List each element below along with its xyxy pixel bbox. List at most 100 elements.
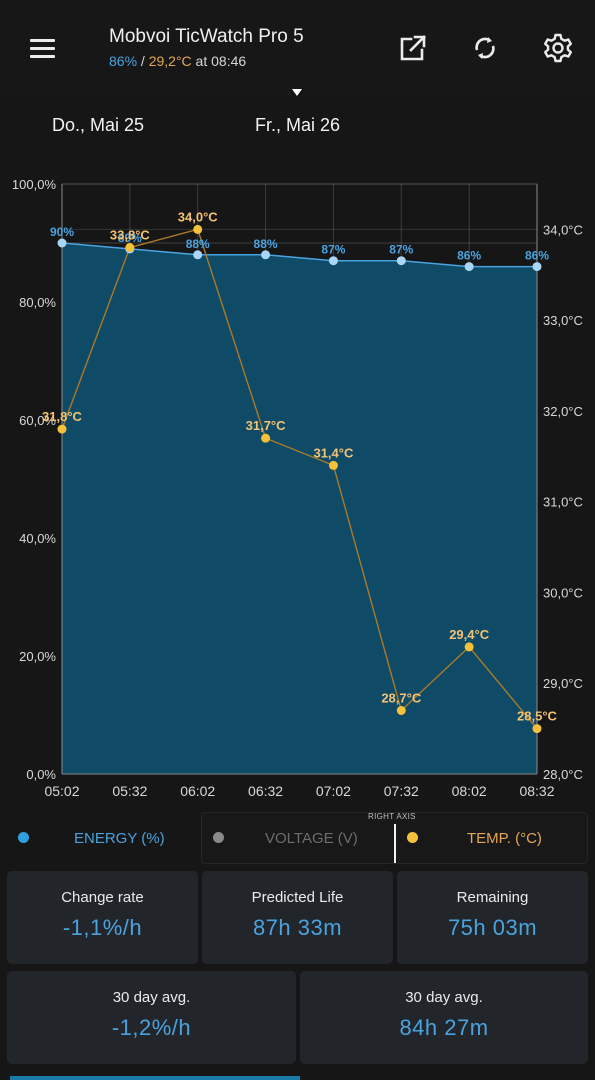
remaining-card: Remaining 75h 03m: [397, 871, 588, 964]
avg-life-card: 30 day avg. 84h 27m: [300, 971, 588, 1064]
temp-data-label: 29,4°C: [449, 627, 490, 642]
change-rate-label: Change rate: [61, 889, 144, 906]
chart-labels: 90% 89% 88% 88% 87% 87% 86% 86% 31,8°C 33,8°C 34,0…: [42, 209, 558, 723]
legend-item-voltage[interactable]: VOLTAGE (V): [201, 810, 394, 864]
temp-point: [464, 642, 474, 652]
left-axis-tick-label: 80,0%: [19, 295, 56, 310]
x-axis-tick-label: 05:02: [44, 783, 79, 799]
left-axis-tick-label: 20,0%: [19, 649, 56, 664]
energy-point: [57, 238, 67, 248]
temp-data-label: 31,4°C: [313, 445, 354, 460]
energy-data-label: 90%: [50, 225, 74, 239]
remaining-label: Remaining: [456, 889, 529, 906]
energy-data-label: 87%: [389, 243, 413, 257]
temp-point: [125, 243, 135, 253]
temp-point: [193, 224, 203, 234]
avg-rate-card: 30 day avg. -1,2%/h: [7, 971, 296, 1064]
temp-point: [57, 424, 67, 434]
chart-lines: [57, 224, 542, 734]
right-axis-tick-label: 30,0°C: [543, 585, 583, 600]
predicted-life-card: Predicted Life 87h 33m: [202, 871, 393, 964]
battery-temperature: 29,2°C: [148, 53, 192, 69]
left-axis-tick-label: 40,0%: [19, 531, 56, 546]
energy-point: [328, 256, 338, 266]
legend-item-energy[interactable]: ENERGY (%): [0, 810, 200, 864]
right-axis-tag: RIGHT AXIS: [368, 812, 416, 821]
voltage-dot-icon: [213, 832, 224, 843]
app-header: Mobvoi TicWatch Pro 5 86% / 29,2°C at 08…: [0, 0, 595, 92]
x-axis-tick-label: 08:32: [519, 783, 554, 799]
energy-point: [532, 262, 542, 272]
avg-rate-label: 30 day avg.: [112, 989, 191, 1006]
avg-life-label: 30 day avg.: [405, 989, 483, 1006]
status-time: at 08:46: [191, 53, 247, 69]
date-label-start: Do., Mai 25: [52, 115, 145, 135]
x-axis-tick-label: 08:02: [452, 783, 487, 799]
menu-icon[interactable]: [22, 28, 62, 68]
temp-point: [261, 433, 271, 443]
temp-line: [61, 228, 538, 730]
chevron-down-icon[interactable]: [292, 89, 302, 96]
predicted-life-value: 87h 33m: [252, 915, 343, 940]
temp-point: [532, 724, 542, 734]
right-axis-tick-label: 28,0°C: [543, 767, 583, 782]
energy-data-label: 88%: [254, 237, 278, 251]
scroll-indicator: [10, 1076, 300, 1080]
x-axis-tick-label: 07:32: [384, 783, 419, 799]
change-rate-value: -1,1%/h: [62, 915, 143, 940]
energy-line: [61, 242, 537, 268]
right-axis-tick-label: 34,0°C: [543, 222, 583, 237]
temp-data-label: 28,5°C: [517, 709, 558, 724]
energy-point: [464, 262, 474, 272]
right-axis-tick-label: 33,0°C: [543, 313, 583, 328]
energy-data-label: 88%: [186, 237, 210, 251]
temp-data-label: 34,0°C: [178, 209, 219, 224]
left-axis-tick-label: 100,0%: [12, 177, 57, 192]
legend-item-temp[interactable]: TEMP. (°C): [397, 810, 587, 864]
energy-data-label: 86%: [457, 249, 481, 263]
energy-area-fill: [62, 243, 537, 774]
battery-history-chart[interactable]: 0,0% 20,0% 40,0% 60,0% 80,0% 100,0% 28,0°C 29,0…: [0, 160, 595, 810]
energy-point: [261, 250, 271, 260]
right-axis-tick-label: 29,0°C: [543, 676, 583, 691]
energy-data-label: 86%: [525, 249, 549, 263]
energy-data-label: 87%: [321, 243, 345, 257]
open-external-icon[interactable]: [395, 30, 431, 66]
date-label-end: Fr., Mai 26: [255, 115, 341, 135]
chart-axes: 0,0% 20,0% 40,0% 60,0% 80,0% 100,0% 28,0°C 29,0…: [12, 177, 583, 799]
temp-data-label: 31,8°C: [42, 409, 83, 424]
status-separator: /: [137, 53, 149, 69]
energy-point: [193, 250, 203, 260]
temp-data-label: 31,7°C: [246, 418, 287, 433]
avg-life-value: 84h 27m: [399, 1015, 489, 1040]
refresh-icon[interactable]: [467, 30, 503, 66]
temp-dot-icon: [407, 832, 418, 843]
left-axis-tick-label: 60,0%: [19, 413, 56, 428]
device-status: 86% / 29,2°C at 08:46: [109, 53, 246, 69]
change-rate-card: Change rate -1,1%/h: [7, 871, 198, 964]
device-title[interactable]: Mobvoi TicWatch Pro 5: [109, 26, 304, 47]
legend-label-temp: TEMP. (°C): [467, 830, 542, 847]
legend-label-voltage: VOLTAGE (V): [265, 830, 358, 847]
x-axis-tick-label: 07:02: [316, 783, 351, 799]
energy-area: [62, 243, 537, 774]
x-axis-tick-label: 06:02: [180, 783, 215, 799]
avg-rate-value: -1,2%/h: [111, 1015, 192, 1040]
x-axis-tick-label: 06:32: [248, 783, 283, 799]
right-axis-tick-label: 31,0°C: [543, 495, 583, 510]
battery-level: 86%: [109, 53, 138, 69]
x-axis-tick-label: 05:32: [112, 783, 147, 799]
left-axis-tick-label: 0,0%: [26, 767, 56, 782]
temp-point: [328, 460, 338, 470]
energy-data-label: 89%: [118, 231, 142, 245]
temp-data-label: 28,7°C: [381, 690, 422, 705]
chart-legend: ENERGY (%) VOLTAGE (V) RIGHT AXIS TEMP. …: [0, 810, 595, 870]
right-axis-tick-label: 32,0°C: [543, 404, 583, 419]
energy-point: [396, 256, 406, 266]
gear-icon[interactable]: [540, 30, 576, 66]
right-axis-marker: [394, 824, 396, 863]
predicted-life-label: Predicted Life: [251, 889, 344, 906]
remaining-value: 75h 03m: [447, 915, 538, 940]
legend-label-energy: ENERGY (%): [74, 830, 165, 847]
temp-point: [396, 705, 406, 715]
